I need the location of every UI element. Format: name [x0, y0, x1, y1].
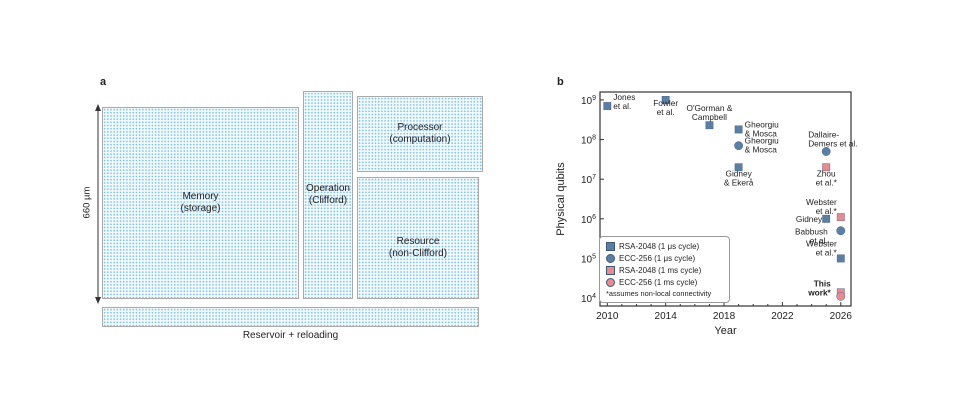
marker-0-4: [734, 163, 743, 172]
legend-marker-0: [606, 241, 615, 251]
resource-block: Resource (non-Clifford): [357, 177, 479, 299]
legend-label-1: ECC-256 (1 μs cycle): [619, 253, 696, 263]
qubits-chart: 2010 2014 2018 2022 2026 104 105 106 107 108 109 Ye…: [555, 91, 858, 337]
x-axis-label: Year: [714, 325, 737, 337]
marker-1-1: [821, 147, 831, 156]
point-label-1-2: Babbush et al.: [795, 227, 828, 246]
y-tick-label: 107: [581, 174, 596, 186]
operation-label: Operation (Clifford): [306, 183, 350, 206]
point-label-0-6: Webster et al.*: [806, 238, 838, 257]
marker-0-0: [603, 102, 612, 110]
processor-label: Processor (computation): [389, 122, 451, 145]
chart-legend: RSA-2048 (1 μs cycle) ECC-256 (1 μs cycle…: [599, 236, 730, 303]
x-tick-label: 2014: [655, 311, 678, 322]
point-label-0-2: O'Gorman & Campbell: [687, 103, 733, 122]
y-tick-label: 109: [581, 95, 596, 107]
marker-0-1: [661, 96, 670, 104]
legend-label-0: RSA-2048 (1 μs cycle): [619, 241, 700, 251]
marker-1-0: [734, 141, 744, 151]
y-tick-label: 104: [581, 293, 596, 305]
y-axis-label: Physical qubits: [555, 162, 567, 236]
marker-0-5: [822, 214, 831, 223]
y-tick-label: 105: [581, 253, 596, 265]
legend-note: *assumes non-local connectivity: [606, 289, 712, 298]
legend-item: ECC-256 (1 ms cycle): [604, 276, 725, 288]
legend-marker-3: [606, 277, 615, 287]
reservoir-block: [102, 307, 479, 327]
legend-item: RSA-2048 (1 ms cycle): [604, 264, 725, 276]
legend-marker-2: [606, 265, 615, 275]
panel-b-letter: b: [557, 76, 564, 88]
point-label-0-0: Jones et al.: [613, 92, 635, 111]
marker-3-0: [836, 292, 846, 301]
legend-item: RSA-2048 (1 μs cycle): [604, 240, 725, 252]
point-label-2-1: Webster et al.*: [806, 197, 838, 216]
marker-2-0: [822, 163, 831, 172]
y-tick-label: 108: [581, 135, 596, 147]
marker-1-2: [836, 226, 846, 236]
legend-marker-1: [606, 253, 615, 263]
x-tick-label: 2026: [830, 311, 853, 322]
y-tick-label: 106: [581, 214, 596, 226]
point-label-0-5: Gidney: [796, 214, 823, 224]
x-tick-label: 2010: [596, 311, 619, 322]
legend-label-3: ECC-256 (1 ms cycle): [619, 277, 698, 287]
memory-block: Memory (storage): [102, 107, 299, 299]
processor-block: Processor (computation): [357, 96, 483, 172]
marker-0-3: [734, 125, 743, 134]
dimension-label: 660 µm: [81, 186, 93, 219]
marker-0-2: [705, 121, 714, 130]
operation-block: Operation (Clifford): [303, 91, 353, 299]
point-label-0-4: Gidney & Ekerå: [724, 168, 754, 187]
marker-2-1: [836, 213, 845, 222]
point-label-0-3: Gheorgiu & Mosca: [745, 119, 780, 138]
resource-label: Resource (non-Clifford): [388, 235, 448, 259]
x-tick-label: 2022: [771, 311, 794, 322]
dimension-arrow: [95, 104, 101, 304]
point-label-1-0: Gheorgiu & Mosca: [745, 136, 780, 155]
memory-label: Memory (storage): [180, 191, 221, 214]
this-work-label: This work*: [807, 278, 831, 297]
marker-0-6: [836, 254, 845, 263]
plot-frame: [599, 91, 852, 307]
reservoir-label: Reservoir + reloading: [242, 330, 339, 341]
x-tick-label: 2018: [713, 311, 736, 322]
point-label-0-1: Fowler et al.: [653, 98, 678, 117]
panel-a-letter: a: [100, 76, 107, 88]
legend-item: ECC-256 (1 μs cycle): [604, 252, 725, 264]
point-label-2-0: Zhou et al.*: [816, 168, 838, 187]
point-label-1-1: Dallaire-Demers et al.: [808, 129, 857, 148]
legend-label-2: RSA-2048 (1 ms cycle): [619, 265, 702, 275]
